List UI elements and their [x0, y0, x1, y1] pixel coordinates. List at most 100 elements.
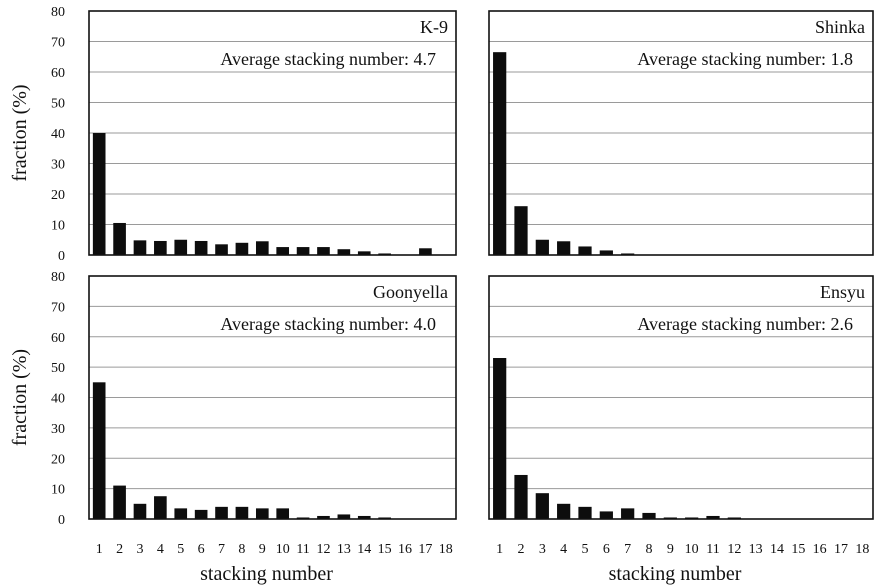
plot-frame [88, 10, 457, 256]
x-tick-label: 6 [198, 542, 205, 557]
bar-k-9-13 [337, 249, 351, 255]
x-tick-label: 3 [539, 542, 546, 557]
x-tick-label: 15 [791, 542, 805, 557]
bar-ensyu-11 [706, 515, 720, 519]
plot-frame [488, 275, 874, 520]
average-stacking-label: Average stacking number: 4.0 [220, 314, 436, 334]
sample-name-label: Shinka [815, 17, 865, 37]
x-tick-label: 9 [259, 542, 266, 557]
x-axis-title: stacking number [200, 563, 333, 585]
x-tick-label: 17 [834, 542, 848, 557]
bar-shinka-1 [493, 52, 507, 255]
bar-k-9-6 [194, 240, 208, 255]
bar-goonyella-13 [337, 514, 351, 519]
y-tick-label: 30 [51, 422, 65, 437]
y-tick-label: 20 [51, 188, 65, 203]
average-stacking-label: Average stacking number: 2.6 [637, 314, 853, 334]
bar-ensyu-7 [621, 508, 635, 519]
x-tick-label: 14 [770, 542, 784, 557]
bar-goonyella-4 [154, 496, 167, 519]
y-tick-label: 10 [51, 483, 65, 498]
bar-k-9-7 [215, 244, 228, 255]
x-tick-label: 10 [276, 542, 290, 557]
bar-goonyella-5 [174, 508, 188, 519]
average-stacking-label: Average stacking number: 4.7 [220, 49, 436, 69]
y-tick-label: 50 [51, 97, 65, 112]
y-axis-title: fraction (%) [9, 349, 31, 446]
x-tick-label: 13 [337, 542, 351, 557]
bar-ensyu-5 [578, 506, 592, 519]
sample-name-label: Goonyella [373, 282, 448, 302]
bar-goonyella-6 [194, 509, 208, 519]
sample-name-label: K-9 [420, 17, 448, 37]
x-tick-label: 6 [603, 542, 610, 557]
y-tick-label: 20 [51, 452, 65, 467]
bar-goonyella-3 [133, 503, 147, 519]
x-tick-label: 16 [398, 542, 412, 557]
bar-goonyella-8 [235, 506, 249, 519]
x-tick-label: 12 [316, 542, 330, 557]
x-tick-label: 13 [749, 542, 763, 557]
x-tick-label: 18 [439, 542, 453, 557]
bar-shinka-3 [535, 239, 549, 255]
y-tick-label: 80 [51, 5, 65, 20]
bar-goonyella-14 [357, 515, 371, 519]
plot-frame [88, 275, 457, 520]
bar-shinka-2 [514, 206, 528, 255]
bar-ensyu-3 [535, 493, 549, 519]
y-tick-label: 0 [58, 249, 65, 264]
bar-goonyella-9 [255, 508, 269, 519]
sample-name-label: Ensyu [820, 282, 865, 302]
bar-k-9-10 [276, 247, 290, 255]
y-tick-label: 50 [51, 361, 65, 376]
bar-goonyella-12 [317, 515, 330, 519]
bar-goonyella-10 [276, 508, 290, 519]
x-tick-label: 9 [667, 542, 674, 557]
y-tick-label: 40 [51, 127, 65, 142]
panel-k-9: 0 10 20 30 40 50 60 70 80 fraction (%) K-9 Average … [9, 5, 457, 264]
bar-k-9-3 [133, 240, 147, 255]
bar-k-9-12 [317, 247, 330, 255]
x-tick-label: 4 [157, 542, 164, 557]
x-tick-label: 12 [727, 542, 741, 557]
bar-k-9-1 [92, 133, 106, 255]
y-tick-label: 80 [51, 270, 65, 285]
bar-k-9-14 [357, 251, 371, 255]
x-tick-label: 2 [518, 542, 525, 557]
bar-k-9-5 [174, 239, 188, 255]
bar-shinka-5 [578, 246, 592, 255]
x-tick-label: 17 [418, 542, 432, 557]
x-tick-label: 8 [646, 542, 653, 557]
bar-goonyella-7 [215, 506, 228, 519]
bar-ensyu-1 [493, 358, 507, 519]
bar-ensyu-8 [642, 512, 656, 519]
x-tick-label: 8 [238, 542, 245, 557]
x-tick-label: 7 [218, 542, 225, 557]
plot-frame [488, 10, 874, 256]
x-tick-label: 11 [296, 542, 309, 557]
x-tick-label: 10 [685, 542, 699, 557]
x-tick-label: 4 [560, 542, 567, 557]
bar-ensyu-6 [599, 511, 613, 519]
y-tick-label: 40 [51, 392, 65, 407]
average-stacking-label: Average stacking number: 1.8 [637, 49, 853, 69]
x-tick-label: 7 [624, 542, 631, 557]
bar-k-9-4 [154, 240, 167, 255]
x-tick-label: 15 [378, 542, 392, 557]
x-tick-label: 11 [706, 542, 719, 557]
bar-goonyella-2 [113, 485, 126, 519]
y-tick-label: 70 [51, 36, 65, 51]
bar-k-9-8 [235, 242, 249, 255]
x-axis-title: stacking number [609, 563, 742, 585]
bar-k-9-2 [113, 222, 126, 255]
x-tick-label: 2 [116, 542, 123, 557]
x-tick-label: 1 [496, 542, 503, 557]
bar-ensyu-2 [514, 474, 528, 519]
bar-k-9-11 [296, 247, 310, 255]
x-tick-label: 18 [855, 542, 869, 557]
y-tick-label: 60 [51, 66, 65, 81]
bar-ensyu-4 [557, 503, 571, 519]
bar-shinka-6 [599, 250, 613, 255]
y-axis-title: fraction (%) [9, 84, 31, 181]
